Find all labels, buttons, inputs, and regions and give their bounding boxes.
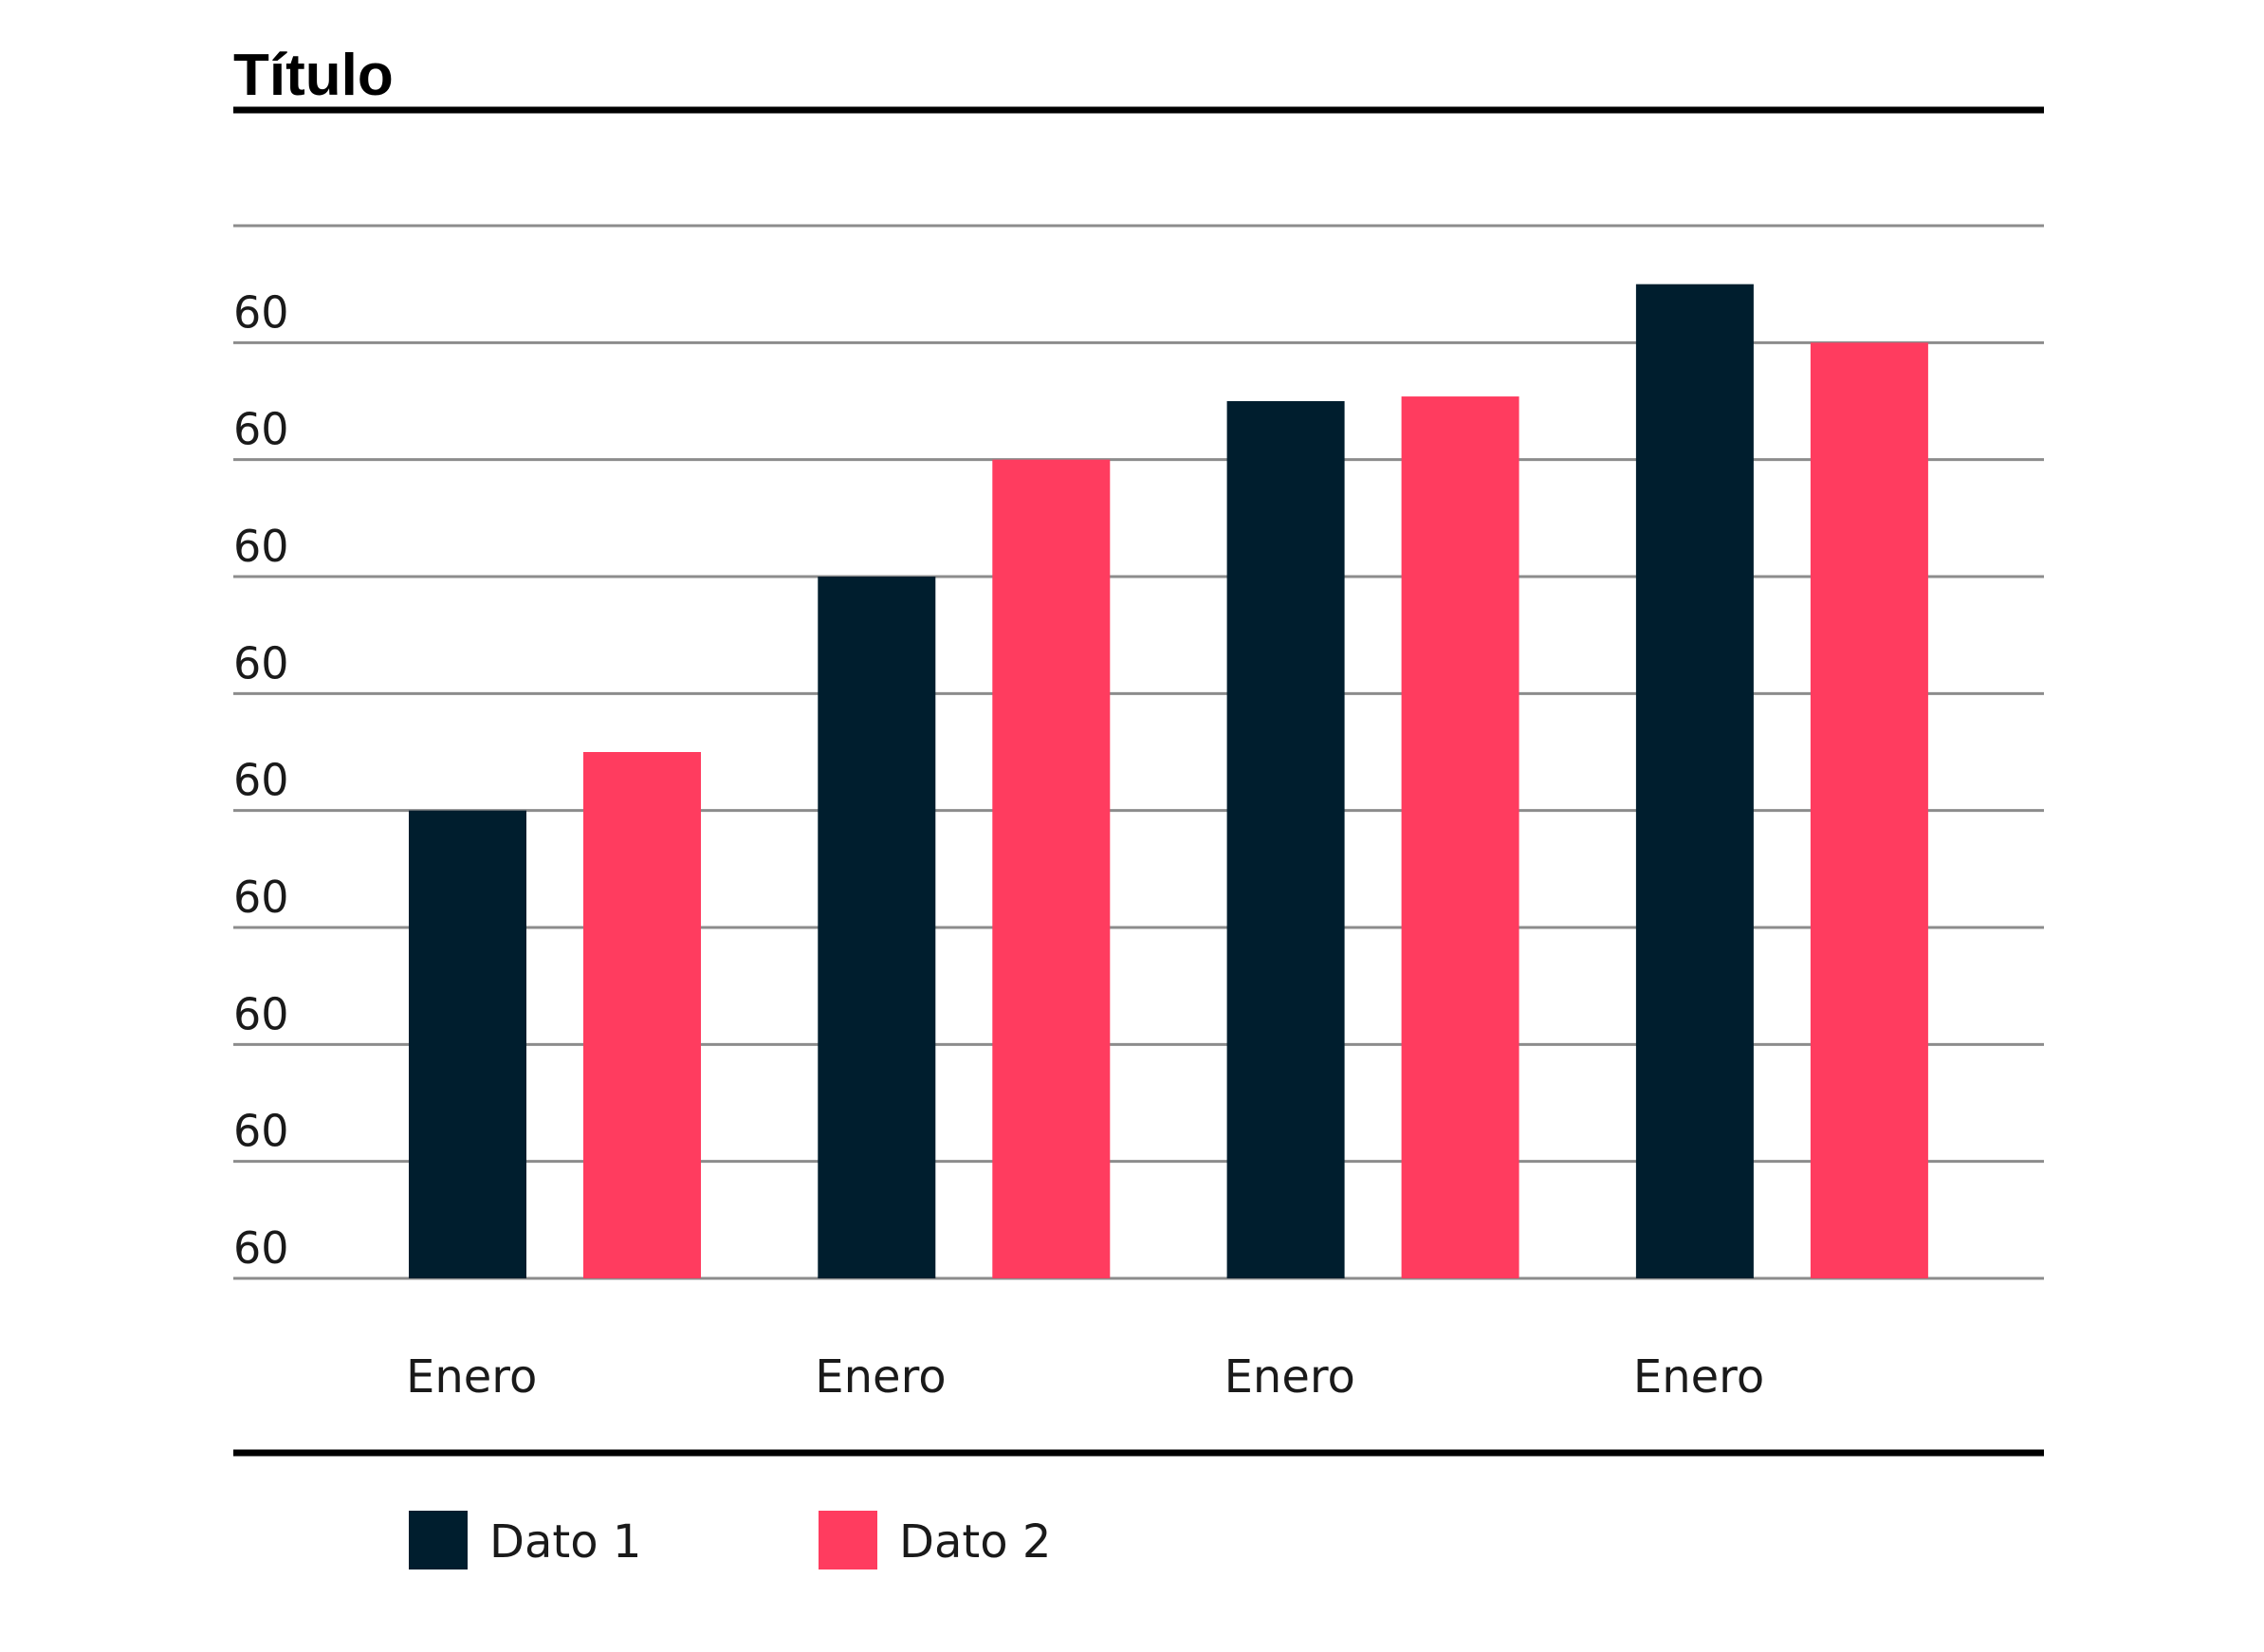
x-category-label: Enero [406, 1350, 537, 1404]
bar-1-4 [1635, 284, 1754, 1279]
bar-2-3 [1401, 396, 1519, 1279]
y-tick-label: 60 [233, 1222, 289, 1274]
y-tick-label: 60 [233, 286, 289, 338]
y-tick-label: 60 [233, 755, 289, 806]
x-category-labels: Enero Enero Enero Enero [406, 1350, 1764, 1404]
x-category-label: Enero [1633, 1350, 1764, 1404]
bar-2-2 [992, 459, 1111, 1279]
y-tick-label: 60 [233, 521, 289, 572]
y-tick-label: 60 [233, 1106, 289, 1157]
y-tick-label: 60 [233, 637, 289, 688]
x-category-label: Enero [1224, 1350, 1355, 1404]
y-tick-label: 60 [233, 872, 289, 923]
legend-swatch-2 [819, 1511, 877, 1569]
bar-1-3 [1226, 401, 1345, 1278]
chart-title: Título [233, 43, 394, 108]
y-tick-labels: 60 60 60 60 60 60 60 60 60 [233, 286, 289, 1274]
bar-1-1 [409, 810, 526, 1278]
bar-2-1 [583, 752, 701, 1278]
bar-2-4 [1810, 342, 1928, 1278]
x-category-label: Enero [815, 1350, 946, 1404]
legend-label-1: Dato 1 [489, 1515, 641, 1569]
legend-swatch-1 [409, 1511, 468, 1569]
legend: Dato 1 Dato 2 [409, 1511, 1051, 1569]
legend-label-2: Dato 2 [899, 1515, 1051, 1569]
y-tick-label: 60 [233, 404, 289, 455]
bars [409, 284, 1928, 1279]
bar-1-2 [818, 577, 936, 1278]
y-tick-label: 60 [233, 988, 289, 1039]
